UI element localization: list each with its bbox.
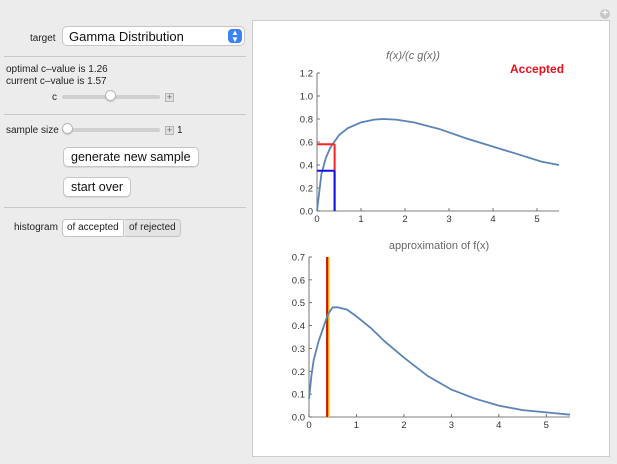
approx-x-tick-label: 4 (496, 420, 501, 431)
approx-y-tick-label: 0.4 (292, 321, 305, 332)
up-down-chevron-icon: ▲ ▼ (228, 29, 242, 44)
separator (4, 114, 246, 115)
accepted-status-text: Accepted (510, 62, 564, 76)
charts-svg: f(x)/(c g(x)) Accepted 0 1 2 3 4 5 0.0 0.2 0.4 0.… (292, 50, 571, 431)
current-c-text: current c–value is 1.57 (6, 76, 107, 87)
histogram-label: histogram (14, 222, 58, 233)
approx-y-tick-label: 0.3 (292, 344, 305, 355)
approximation-chart-title: approximation of f(x) (389, 240, 489, 252)
ratio-curve (316, 118, 560, 212)
ratio-y-tick-label: 1.2 (300, 69, 313, 80)
ratio-chart: f(x)/(c g(x)) Accepted 0 1 2 3 4 5 0.0 0.2 0.4 0.… (300, 50, 564, 225)
ratio-y-tick-label: 0.8 (300, 115, 313, 126)
plus-icon[interactable]: + (165, 92, 174, 102)
approx-y-tick-label: 0.0 (292, 413, 305, 424)
histogram-bar-red (326, 257, 328, 417)
sample-size-value: 1 (177, 125, 183, 136)
ratio-x-tick-label: 1 (358, 214, 363, 225)
ratio-x-tick-label: 3 (446, 214, 451, 225)
approx-y-tick-label: 0.2 (292, 367, 305, 378)
ratio-y-tick-label: 1.0 (300, 92, 313, 103)
generate-new-sample-button[interactable]: generate new sample (63, 147, 199, 167)
approximation-chart: approximation of f(x) 0 1 2 3 4 5 0.0 0.1 0.2 0.3… (292, 240, 571, 431)
plot-area: f(x)/(c g(x)) Accepted 0 1 2 3 4 5 0.0 0.2 0.4 0.… (252, 20, 610, 457)
approx-x-tick-label: 2 (401, 420, 406, 431)
plus-icon[interactable]: + (165, 125, 174, 135)
plus-circle-icon[interactable]: + (600, 9, 610, 19)
approx-x-tick-label: 0 (306, 420, 311, 431)
ratio-x-tick-label: 0 (314, 214, 319, 225)
ratio-y-tick-label: 0.2 (300, 184, 313, 195)
controls-panel: target Gamma Distribution ▲ ▼ optimal c–v… (0, 0, 251, 464)
sample-size-label: sample size (6, 125, 59, 136)
ratio-x-tick-label: 2 (402, 214, 407, 225)
approx-y-tick-label: 0.7 (292, 253, 305, 264)
sample-size-slider[interactable] (62, 128, 160, 132)
approx-x-tick-label: 3 (449, 420, 454, 431)
separator (4, 56, 246, 57)
approx-y-tick-label: 0.6 (292, 275, 305, 286)
start-over-button[interactable]: start over (63, 177, 132, 197)
optimal-c-text: optimal c–value is 1.26 (6, 64, 108, 75)
separator (4, 207, 246, 208)
approximation-curve (308, 306, 571, 416)
c-label: c (52, 92, 57, 103)
histogram-bar-gold (327, 257, 329, 417)
target-select-value: Gamma Distribution (69, 29, 184, 44)
target-select[interactable]: Gamma Distribution ▲ ▼ (62, 26, 245, 46)
sample-size-slider-knob[interactable] (62, 123, 73, 134)
approx-x-tick-label: 5 (544, 420, 549, 431)
approx-x-tick-label: 1 (354, 420, 359, 431)
histogram-accepted-toggle[interactable]: of accepted (62, 219, 124, 237)
ratio-x-tick-label: 5 (534, 214, 539, 225)
ratio-x-tick-label: 4 (490, 214, 495, 225)
ratio-y-tick-label: 0.6 (300, 138, 313, 149)
approx-y-tick-label: 0.5 (292, 298, 305, 309)
ratio-y-tick-label: 0.0 (300, 207, 313, 218)
ratio-chart-title: f(x)/(c g(x)) (386, 50, 440, 62)
c-slider-knob[interactable] (105, 90, 116, 101)
target-label: target (30, 33, 56, 44)
histogram-rejected-toggle[interactable]: of rejected (125, 219, 181, 237)
ratio-y-tick-label: 0.4 (300, 161, 313, 172)
approx-y-tick-label: 0.1 (292, 390, 305, 401)
